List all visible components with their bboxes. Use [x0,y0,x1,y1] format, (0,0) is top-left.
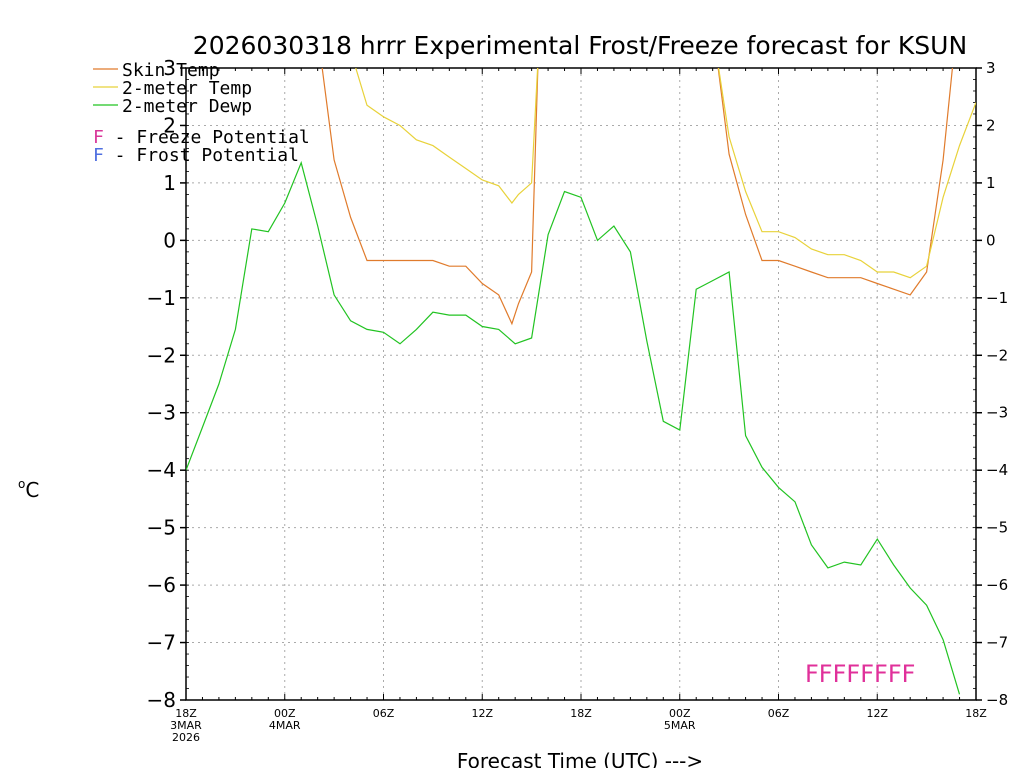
plot-axes [180,67,982,701]
xtick-label-0-0: 18Z [175,707,197,720]
y-tick-labels: −8 −8 −7 −7 −6 −6 −5 −5 −4 −4 −3 −3 −2 −2 −1 −1 0 0 1 1 2 2 3 3 [147,56,1009,712]
ytick-label-left-0: −8 [147,688,176,712]
data-series [186,68,976,695]
ytick-label-left-1: −7 [147,631,176,655]
ytick-label-right-1: −7 [986,634,1008,652]
freeze-potential-symbol: F [93,127,104,148]
xtick-label-8-0: 18Z [965,707,987,720]
ytick-label-left-6: −2 [147,343,176,367]
ytick-label-right-9: 1 [986,174,996,192]
ytick-label-right-3: −5 [986,519,1008,537]
series-line-skin-temp [321,68,954,326]
xtick-label-1-1: 4MAR [269,719,301,732]
ytick-label-left-8: 0 [163,228,176,252]
ytick-label-left-7: −1 [147,286,176,310]
ytick-label-right-0: −8 [986,691,1008,709]
frost-potential-legend: F - Frost Potential [93,145,299,166]
y-axis-label: oC [18,477,39,502]
legend-label-2m-dewp: 2-meter Dewp [122,96,252,117]
frost-potential-symbol: F [93,145,104,166]
ytick-label-right-5: −3 [986,404,1008,422]
ytick-label-right-11: 3 [986,59,996,77]
legend-label-2m-temp: 2-meter Temp [122,78,252,99]
ytick-label-right-8: 0 [986,231,996,249]
xtick-label-0-2: 2026 [172,731,200,744]
ytick-label-right-2: −6 [986,576,1008,594]
y-axis-label-degree: o [18,477,25,491]
ytick-label-right-6: −2 [986,346,1008,364]
plot-frame [185,67,977,701]
y-axis-label-unit: C [25,478,39,502]
series-line-2-meter-dewp [186,160,961,695]
frost-potential-label: - Frost Potential [104,145,299,166]
ytick-label-left-10: 2 [163,113,176,137]
ytick-label-right-4: −4 [986,461,1008,479]
xtick-label-7-0: 12Z [866,707,888,720]
ytick-label-left-2: −6 [147,573,176,597]
xtick-label-1-0: 00Z [274,707,296,720]
xtick-label-6-0: 06Z [768,707,790,720]
ytick-label-left-4: −4 [147,458,176,482]
freeze-potential-marks: FFFFFFFF [805,660,915,688]
freeze-potential-legend: F - Freeze Potential [93,127,310,148]
xtick-label-2-0: 06Z [373,707,395,720]
grid-lines [186,68,976,700]
ytick-label-left-5: −3 [147,401,176,425]
x-axis-label: Forecast Time (UTC) ---> [457,749,703,768]
xtick-label-3-0: 12Z [471,707,493,720]
ytick-label-left-9: 1 [163,171,176,195]
chart-title: 2026030318 hrrr Experimental Frost/Freez… [193,31,967,60]
ytick-label-left-11: 3 [163,56,176,80]
xtick-label-4-0: 18Z [570,707,592,720]
xtick-label-0-1: 3MAR [170,719,202,732]
ytick-label-right-7: −1 [986,289,1008,307]
xtick-label-5-1: 5MAR [664,719,696,732]
ytick-label-right-10: 2 [986,116,996,134]
series-line-2-meter-temp [355,68,976,279]
legend: Skin Temp 2-meter Temp 2-meter Dewp F - … [93,60,310,166]
xtick-label-5-0: 00Z [669,707,691,720]
ytick-label-left-3: −5 [147,516,176,540]
freeze-potential-label: - Freeze Potential [104,127,310,148]
legend-label-skin-temp: Skin Temp [122,60,220,81]
